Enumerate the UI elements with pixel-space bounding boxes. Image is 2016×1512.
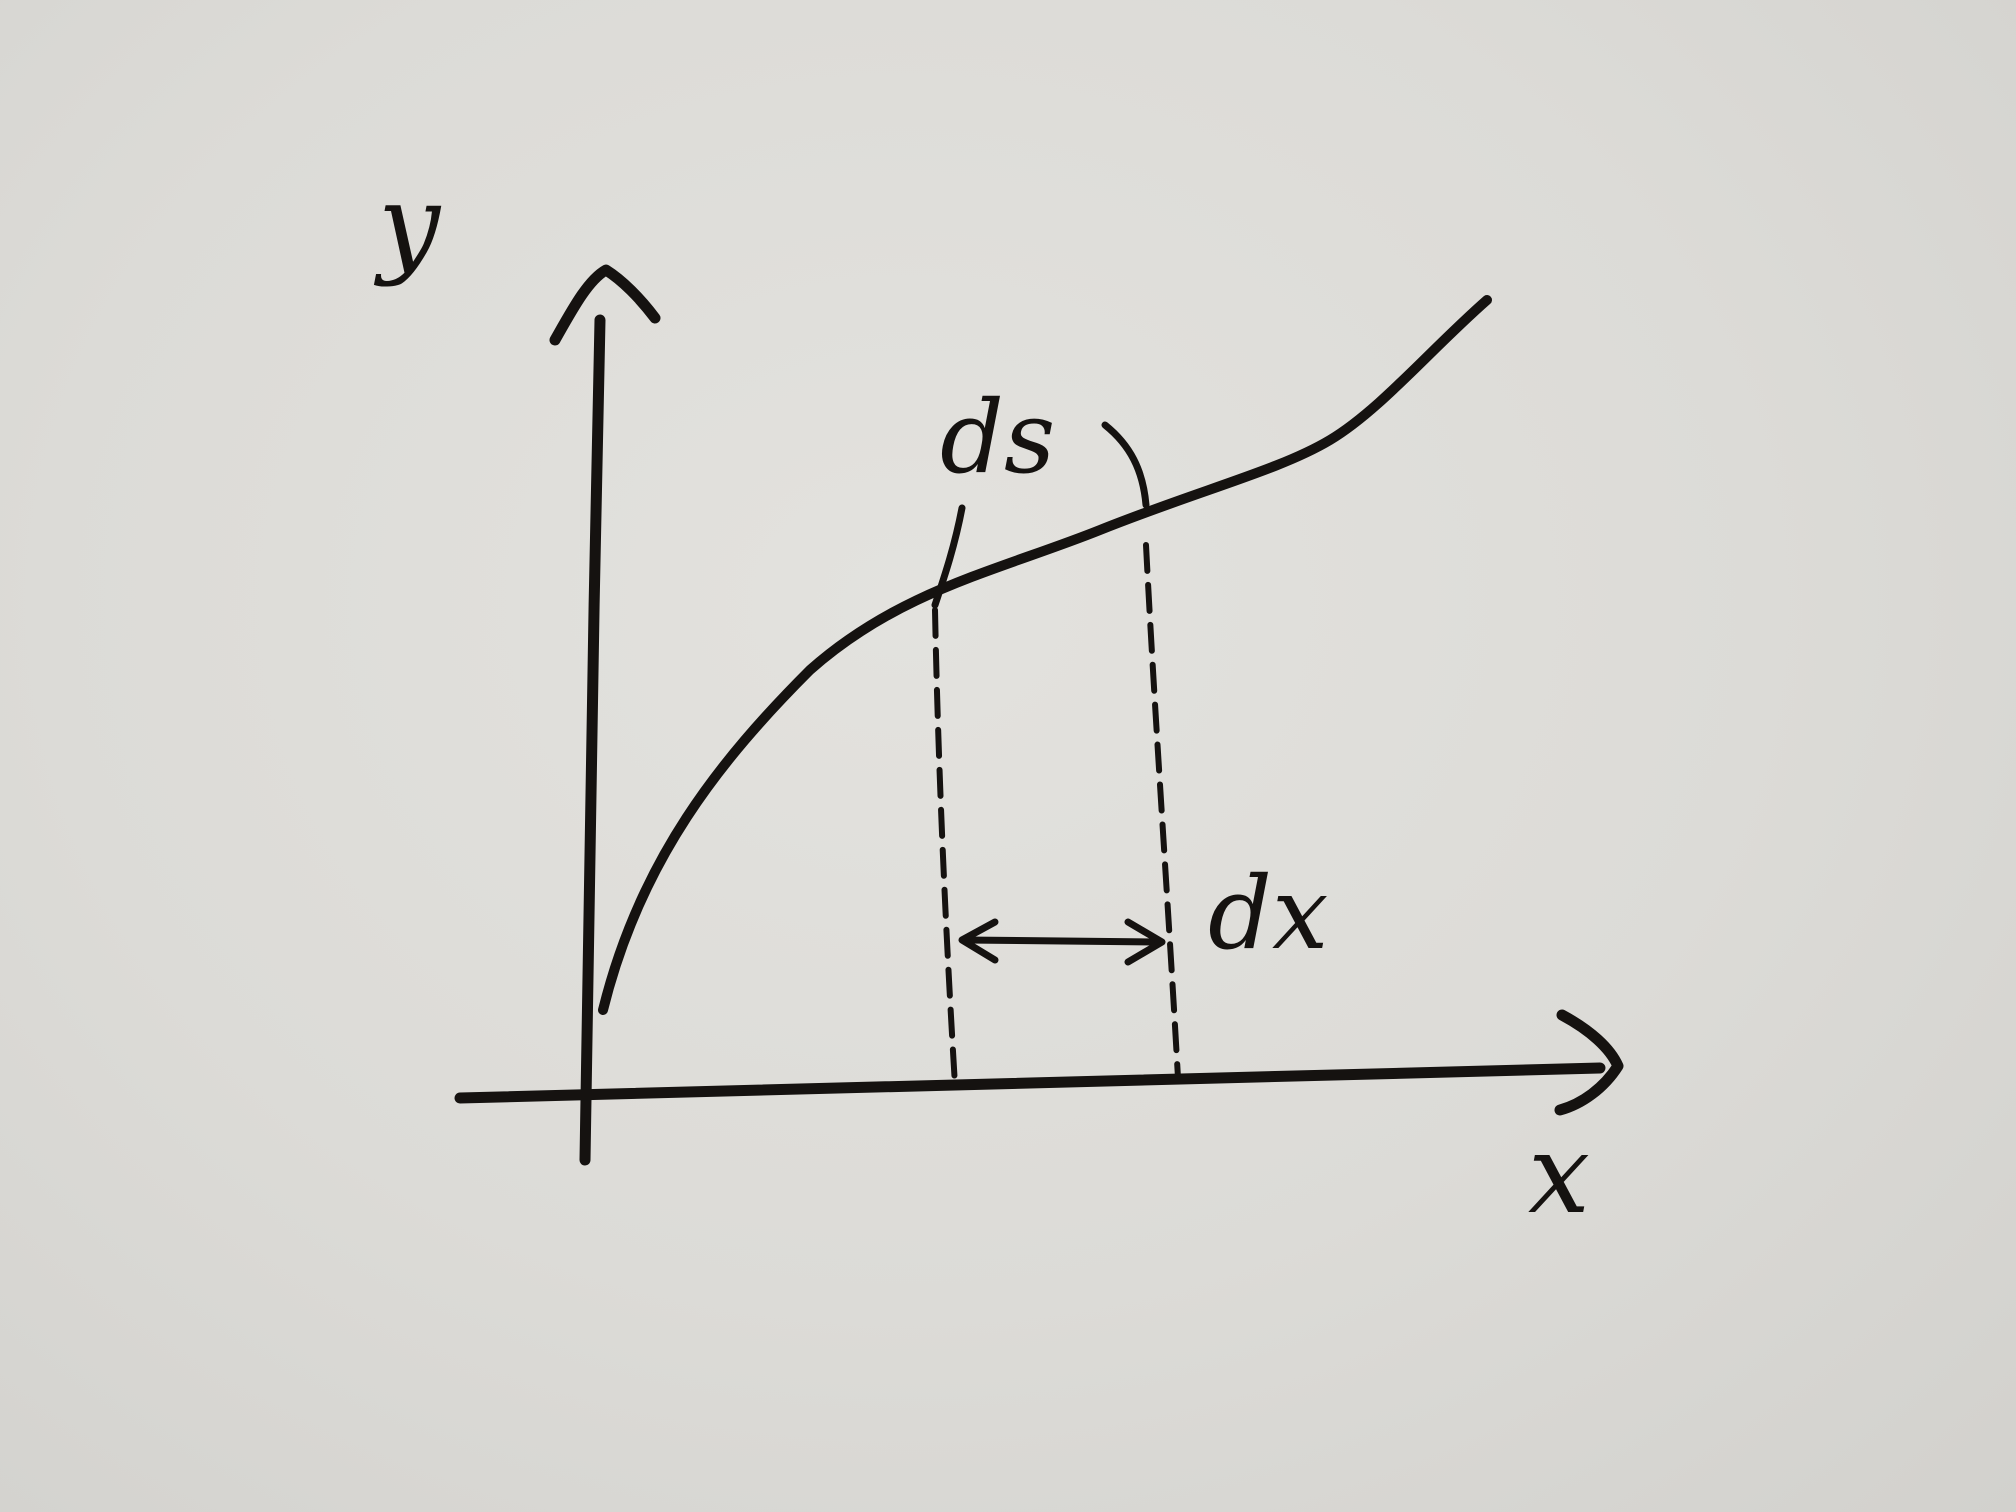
y-axis-arrowhead (549, 264, 661, 346)
projection-line-right (1143, 542, 1181, 1081)
ds-label: ds (940, 379, 1055, 496)
dx-arrowhead-right (1124, 918, 1166, 966)
axes (454, 264, 1624, 1166)
x-axis-label: x (1528, 1110, 1590, 1238)
x-axis-arrowhead (1554, 1009, 1624, 1116)
dx-label: dx (1208, 855, 1328, 972)
dx-arrowhead-left (958, 918, 999, 964)
projection-line-left (932, 607, 958, 1088)
y-axis-line (579, 314, 606, 1166)
dx-arrow-shaft (961, 936, 1164, 946)
ds-left-tick (931, 504, 966, 609)
ds-right-tick (1101, 421, 1150, 509)
dx-arrow (958, 918, 1166, 966)
y-axis-label: y (373, 160, 442, 288)
function-curve (598, 295, 1492, 1015)
x-axis-line (454, 1062, 1606, 1104)
